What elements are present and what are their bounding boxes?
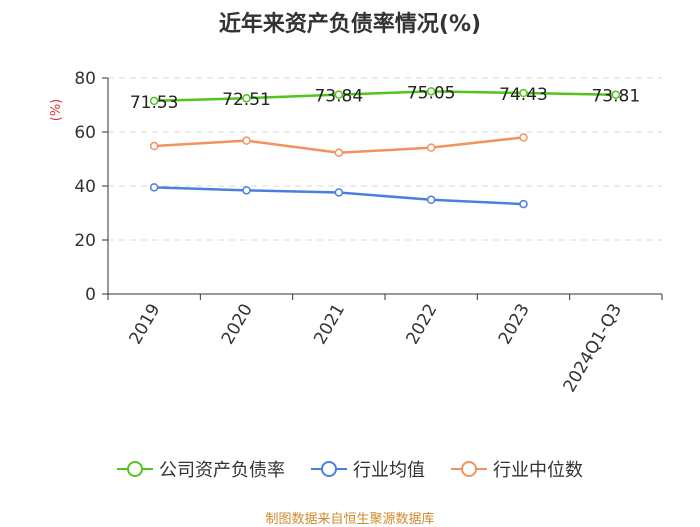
legend-label-company: 公司资产负债率 [159,460,285,481]
point-1-3 [426,195,436,205]
xtick-label-2021: 2021 [310,301,349,348]
point-1-1 [242,186,251,195]
legend-item-industry-median[interactable]: 行业中位数 [451,456,583,482]
legend-label-industry-mean: 行业均值 [353,460,425,481]
legend-swatch-industry-median [451,461,487,477]
ytick-label-0: 0 [85,285,96,305]
data-label-0-4: 74.43 [499,85,548,105]
legend-marker-2 [461,461,477,477]
ytick-label-20: 20 [74,231,96,251]
data-label-0-5: 73.81 [591,87,640,107]
xtick-label-2020: 2020 [218,301,257,348]
xtick-label-2019: 2019 [126,301,165,348]
legend-swatch-industry-mean [311,461,347,477]
legend-swatch-company [117,461,153,477]
ytick-label-60: 60 [74,123,96,143]
point-2-1 [242,136,251,145]
point-0-4 [519,88,528,98]
series-layer [149,87,621,209]
ytick-label-80: 80 [74,69,96,89]
point-0-2 [334,90,344,99]
data-label-0-2: 73.84 [314,87,363,107]
point-2-4 [519,133,528,142]
point-2-2 [334,148,344,158]
grid-lines [108,77,662,241]
y-axis-label: (%) [49,99,64,122]
xtick-label-2022: 2022 [403,301,442,348]
point-0-5 [611,90,621,99]
point-2-3 [426,143,436,152]
data-labels: 71.53 72.51 73.84 75.05 74.43 73.81 [130,83,640,113]
legend-item-industry-mean[interactable]: 行业均值 [311,456,425,482]
legend-item-company[interactable]: 公司资产负债率 [117,456,285,482]
legend-label-industry-median: 行业中位数 [493,460,583,481]
legend-marker-1 [321,461,337,477]
data-label-0-0: 71.53 [130,93,179,113]
point-1-2 [334,188,344,197]
data-label-0-3: 75.05 [407,83,456,103]
point-1-0 [149,183,159,192]
point-1-4 [519,199,528,209]
source-note: 制图数据来自恒生聚源数据库 [265,512,435,527]
data-label-0-1: 72.51 [222,90,271,110]
chart-title: 近年来资产负债率情况(%) [218,12,482,37]
point-0-3 [426,87,436,96]
series-line-0 [154,90,616,103]
point-2-0 [149,141,159,151]
xtick-label-2023: 2023 [495,301,534,348]
legend-marker-0 [127,461,143,477]
point-0-0 [149,96,159,106]
point-0-1 [242,93,251,103]
xtick-label-2024Q1-Q3: 2024Q1-Q3 [560,301,627,396]
ytick-label-40: 40 [74,177,96,197]
legend: 公司资产负债率 行业均值 行业中位数 [0,456,700,482]
axes: 0 20 40 60 80 (%) 2019 2020 2021 2022 2023 2024Q1-Q… [49,69,663,396]
